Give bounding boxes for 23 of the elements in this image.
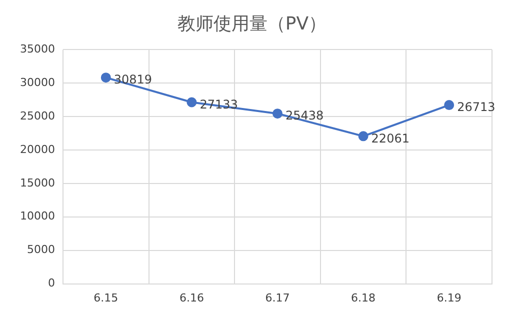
chart-title: 教师使用量（PV） <box>177 13 327 34</box>
x-tick-label: 6.18 <box>351 291 376 304</box>
point <box>444 100 454 110</box>
y-tick-label: 25000 <box>20 109 55 122</box>
data-label: 22061 <box>371 131 410 146</box>
x-tick-label: 6.19 <box>436 291 462 304</box>
y-tick-label: 20000 <box>20 142 55 156</box>
point <box>272 108 282 119</box>
y-tick-label: 10000 <box>20 210 55 223</box>
point <box>358 131 368 142</box>
point <box>100 72 111 83</box>
x-tick-label: 6.16 <box>179 291 204 304</box>
y-tick-label: 15000 <box>20 176 55 190</box>
y-tick-label: 30000 <box>20 76 55 89</box>
data-label: 26713 <box>457 100 496 114</box>
data-label: 30819 <box>114 72 152 87</box>
y-tick-label: 35000 <box>20 42 55 56</box>
y-tick-label: 5000 <box>26 243 55 256</box>
point <box>186 97 197 108</box>
x-tick-label: 6.15 <box>94 291 118 304</box>
data-label: 25438 <box>285 108 324 123</box>
y-tick-label: 0 <box>48 276 55 290</box>
x-tick-label: 6.17 <box>265 291 290 304</box>
